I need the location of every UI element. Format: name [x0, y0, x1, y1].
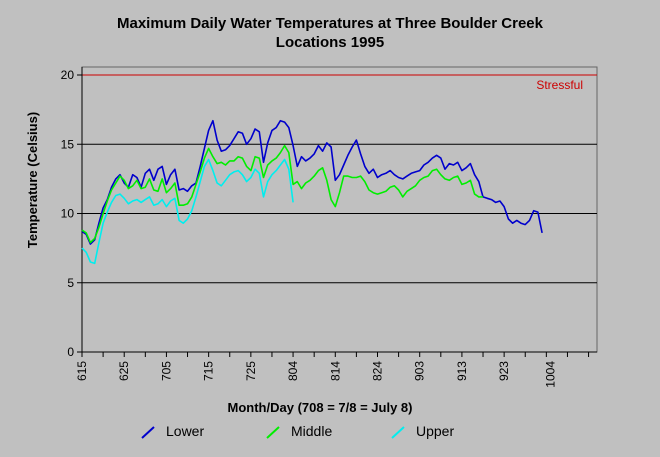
chart-title: Maximum Daily Water Temperatures at Thre…: [0, 14, 660, 52]
x-tick-label: 814: [328, 361, 342, 381]
x-tick-label: 1004: [544, 361, 558, 388]
x-axis-title: Month/Day (708 = 7/8 = July 8): [228, 400, 413, 415]
legend-label-lower: Lower: [166, 423, 205, 439]
x-tick-label: 615: [75, 361, 89, 381]
y-axis-title: Temperature (Celsius): [25, 112, 40, 248]
legend-swatch-upper: [391, 426, 405, 439]
series-line-lower: [81, 119, 543, 245]
gridlines: Stressful: [82, 74, 597, 284]
x-tick-label: 913: [455, 361, 469, 381]
x-tick-label: 824: [370, 361, 384, 381]
x-tick-label: 625: [117, 361, 131, 381]
plot-area: [81, 66, 598, 353]
legend-label-upper: Upper: [416, 423, 455, 439]
x-tick-label: 903: [413, 361, 427, 381]
x-tick-label: 923: [497, 361, 511, 381]
series-lines: [81, 119, 543, 265]
threshold-label: Stressful: [536, 78, 583, 92]
y-tick-label: 10: [61, 207, 75, 221]
x-tick-label: 715: [202, 361, 216, 381]
y-tick-label: 5: [67, 276, 74, 290]
x-tick-label: 804: [286, 361, 300, 381]
legend-swatch-lower: [141, 426, 155, 439]
y-tick-label: 0: [67, 345, 74, 359]
y-tick-label: 15: [61, 137, 75, 151]
chart-title-line-2: Locations 1995: [275, 34, 385, 51]
axes: 0 5 10 15 20 615 625 705 715 725 804 814 824 903 913 92…: [61, 67, 597, 388]
legend-swatch-middle: [266, 426, 280, 439]
y-tick-label: 20: [61, 68, 75, 82]
chart-title-line-1: Maximum Daily Water Temperatures at Thre…: [117, 15, 543, 32]
x-tick-label: 725: [244, 361, 258, 381]
series-line-middle: [81, 144, 483, 244]
legend: Lower Middle Upper: [140, 422, 520, 442]
x-tick-label: 705: [159, 361, 173, 381]
legend-label-middle: Middle: [291, 423, 333, 439]
series-line-upper: [81, 158, 294, 265]
